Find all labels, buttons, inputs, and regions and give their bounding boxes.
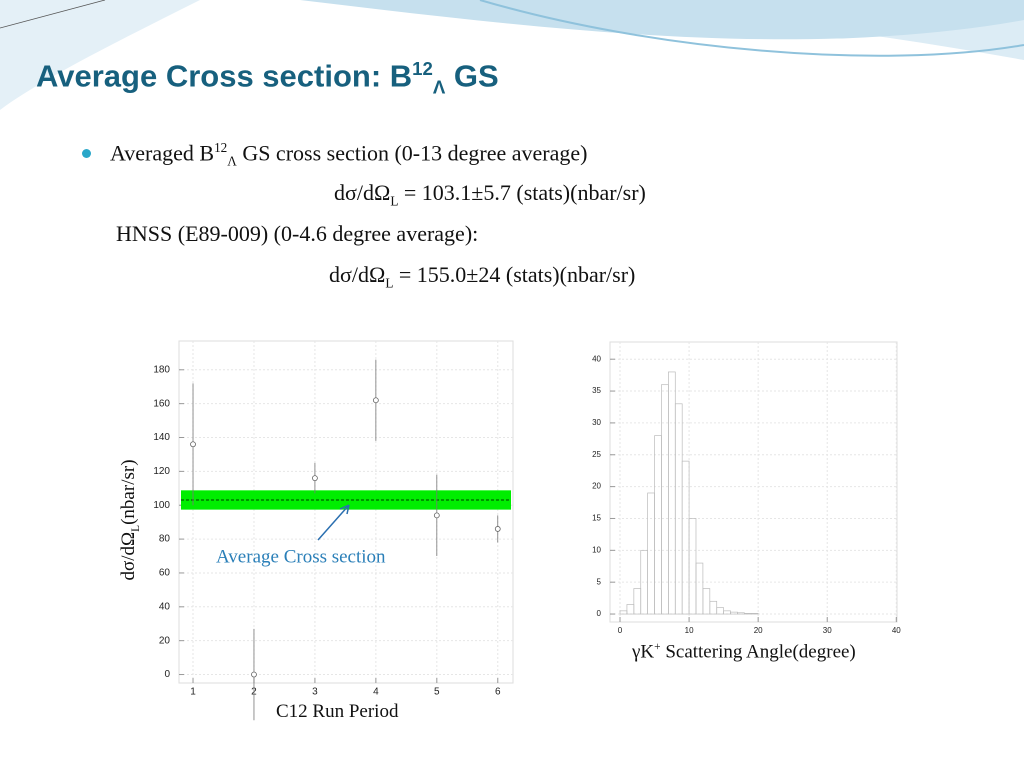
x-tick-label: 20 — [754, 626, 763, 635]
y-tick-label: 80 — [159, 534, 171, 545]
y-label-box: dσ/dΩL(nbar/sr) — [112, 437, 148, 603]
y-tick-label: 40 — [592, 354, 601, 363]
y-tick-label: 0 — [164, 669, 170, 680]
y-tick-label: 15 — [592, 514, 601, 523]
header-decoration — [0, 0, 1024, 110]
bullet: dσ/dΩL = 103.1±5.7 (stats)(nbar/sr) — [334, 180, 646, 209]
y-tick-label: 20 — [592, 482, 601, 491]
slide-title: Average Cross section: B12Λ GS — [36, 58, 499, 98]
y-tick-label: 140 — [153, 432, 170, 443]
x-tick-label: 5 — [434, 687, 440, 698]
y-tick-label: 10 — [592, 545, 601, 554]
data-point — [372, 397, 379, 404]
y-tick-label: 100 — [153, 500, 170, 511]
y-tick-label: 180 — [153, 364, 170, 375]
x-tick-label: 4 — [373, 687, 379, 698]
y-tick-label: 20 — [159, 635, 171, 646]
annotation: Average Cross section — [216, 546, 386, 567]
data-point — [251, 671, 257, 678]
histogram-bar — [743, 613, 752, 615]
y-tick-label: 35 — [592, 386, 601, 395]
x-axis-label: C12 Run Period — [266, 699, 409, 725]
plot-area — [178, 340, 514, 684]
x-tick-label: 3 — [312, 687, 318, 698]
bullet: dσ/dΩL = 155.0±24 (stats)(nbar/sr) — [329, 262, 636, 291]
y-tick-label: 60 — [159, 568, 171, 579]
bullet: HNSS (E89-009) (0-4.6 degree average): — [116, 221, 479, 246]
y-tick-label: 25 — [592, 450, 601, 459]
annotation-arrow — [317, 504, 350, 541]
x-tick-label: 1 — [190, 687, 196, 698]
y-tick-label: 40 — [159, 601, 171, 612]
data-point — [433, 512, 440, 519]
y-tick-label: 5 — [597, 577, 602, 586]
x-tick-label: 10 — [685, 626, 694, 635]
x-tick-label: 40 — [892, 626, 901, 635]
x-tick-label: 0 — [618, 626, 623, 635]
y-tick-label: 120 — [153, 466, 170, 477]
data-point — [494, 526, 501, 532]
x-tick-label: 6 — [495, 687, 501, 698]
y-tick-label: 160 — [153, 398, 170, 409]
y-tick-label: 0 — [597, 609, 602, 618]
data-point — [190, 441, 196, 448]
plot-area — [609, 341, 898, 623]
bullet: Averaged B12Λ GS cross section (0-13 deg… — [110, 140, 588, 169]
arrow-head — [339, 504, 350, 515]
x-axis-label: γK+ Scattering Angle(degree) — [624, 637, 864, 668]
histogram-bar — [750, 613, 759, 615]
x-tick-label: 30 — [823, 626, 832, 635]
bullet-dot — [82, 149, 91, 158]
y-tick-label: 30 — [592, 418, 601, 427]
data-point — [312, 475, 318, 482]
